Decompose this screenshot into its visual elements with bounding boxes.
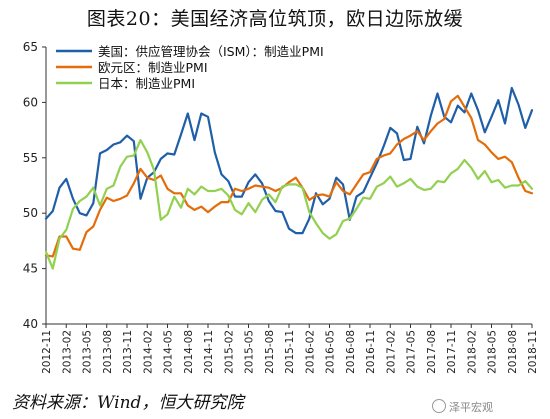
series-line-3 [44,138,534,270]
x-tick-label: 2014-05 [163,330,175,374]
x-tick-label: 2017-08 [426,330,438,374]
y-tick-label: 55 [23,151,38,165]
x-tick-label: 2014-02 [142,330,154,374]
watermark-text: 泽平宏观 [449,401,493,414]
x-tick-label: 2018-11 [527,330,539,374]
x-tick-label: 2013-11 [122,330,134,374]
y-tick-label: 65 [23,40,38,54]
x-tick-label: 2017-11 [446,330,458,374]
x-tick-label: 2014-11 [203,330,215,374]
x-tick-label: 2018-05 [487,330,499,374]
y-tick-label: 60 [23,95,38,109]
x-tick-label: 2015-08 [264,330,276,374]
x-tick-label: 2015-11 [284,330,296,374]
x-tick-label: 2013-02 [61,330,73,374]
legend-label-2: 欧元区：制造业PMI [98,60,208,75]
wechat-icon [432,399,446,413]
x-tick-label: 2017-05 [406,330,418,374]
chart-title: 图表20：美国经济高位筑顶，欧日边际放缓 [86,8,464,30]
x-tick-label: 2017-02 [385,330,397,374]
x-tick-label: 2016-02 [304,330,316,374]
x-tick-label: 2018-08 [507,330,519,374]
source-note: 资料来源：Wind，恒大研究院 [12,393,244,413]
x-tick-label: 2013-08 [102,330,114,374]
legend-label-1: 美国：供应管理协会（ISM）：制造业PMI [98,44,324,59]
x-tick-label: 2016-11 [365,330,377,374]
x-tick-label: 2012-11 [41,330,53,374]
x-tick-label: 2015-02 [223,330,235,374]
line-chart: 40 45 50 55 60 65 2012-11 2013-02 2013-05 2013-08… [23,40,539,374]
x-tick-label: 2018-02 [466,330,478,374]
x-tick-label: 2014-08 [183,330,195,374]
legend-label-3: 日本：制造业PMI [98,76,195,91]
y-tick-label: 50 [23,206,38,220]
x-tick-label: 2015-05 [244,330,256,374]
series-line-2 [44,94,534,258]
watermark: 泽平宏观 [432,399,493,415]
x-tick-label: 2016-08 [345,330,357,374]
x-tick-label: 2013-05 [82,330,94,374]
y-tick-label: 40 [23,317,38,331]
y-tick-label: 45 [23,262,38,276]
x-tick-label: 2016-05 [325,330,337,374]
series-line-1 [44,86,534,235]
